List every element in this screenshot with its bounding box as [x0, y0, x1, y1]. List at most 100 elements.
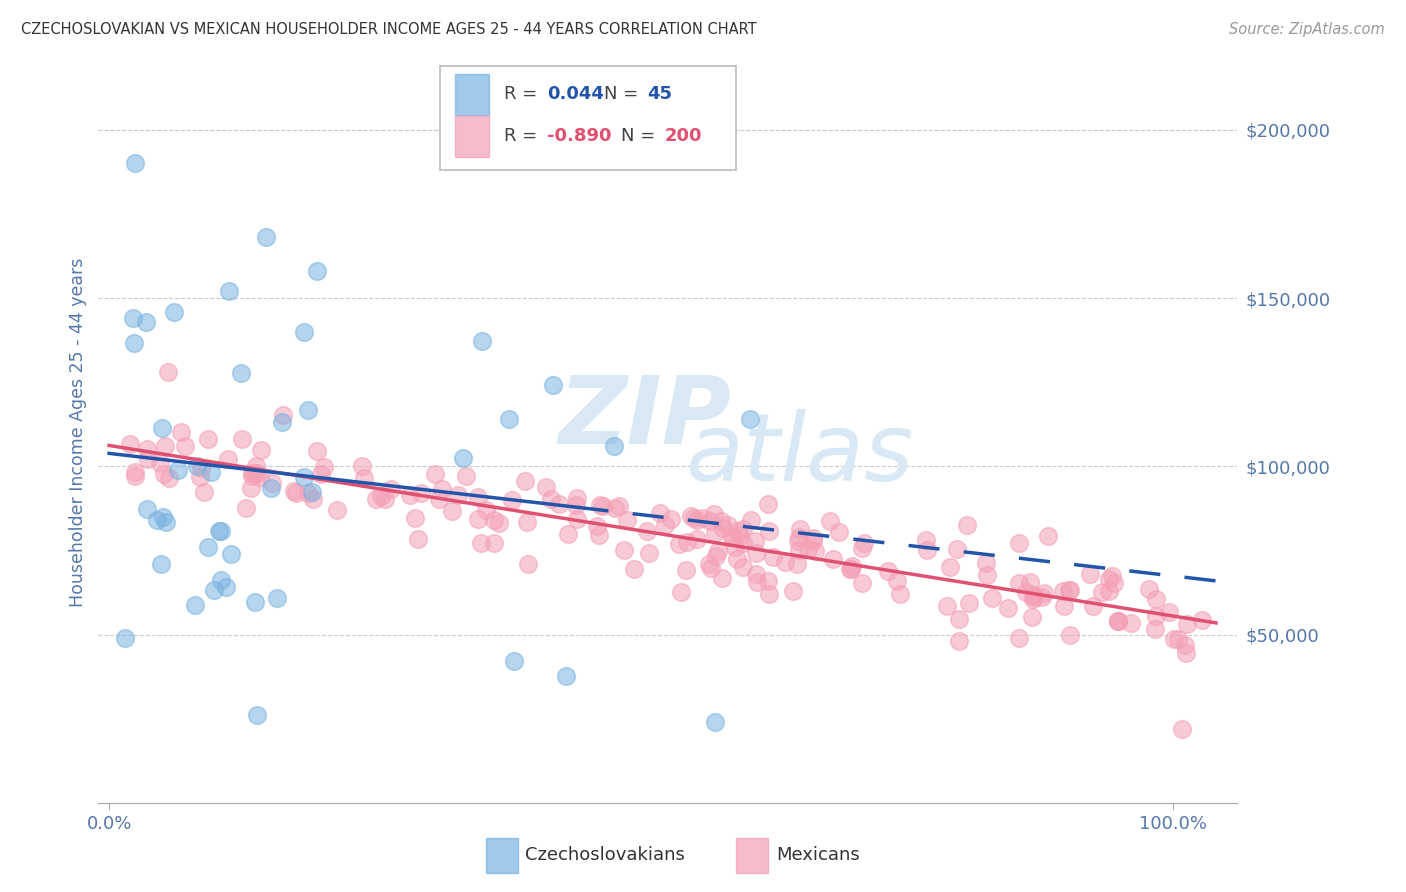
Point: [703, 507, 725, 521]
Text: Mexicans: Mexicans: [776, 846, 860, 863]
Point: [1143, 622, 1166, 636]
Point: [1015, 585, 1038, 599]
Point: [188, 470, 211, 484]
Point: [246, 708, 269, 723]
Point: [1008, 576, 1031, 591]
Point: [297, 403, 319, 417]
Point: [1091, 584, 1114, 599]
Point: [540, 491, 562, 506]
Point: [839, 562, 862, 576]
Point: [1137, 582, 1160, 596]
Point: [245, 466, 267, 480]
Point: [756, 497, 779, 511]
Text: Source: ZipAtlas.com: Source: ZipAtlas.com: [1229, 22, 1385, 37]
Point: [1022, 592, 1045, 607]
Point: [1018, 575, 1040, 590]
Point: [703, 525, 725, 540]
Point: [744, 546, 766, 560]
Point: [731, 559, 754, 574]
Point: [1144, 609, 1167, 624]
Point: [1059, 628, 1081, 642]
Point: [423, 467, 446, 481]
Point: [202, 582, 225, 597]
Point: [592, 500, 614, 514]
Y-axis label: Householder Income Ages 25 - 44 years: Householder Income Ages 25 - 44 years: [69, 258, 87, 607]
Point: [136, 452, 159, 467]
Point: [586, 518, 609, 533]
Point: [482, 535, 505, 549]
Point: [554, 669, 576, 683]
Point: [167, 463, 190, 477]
Point: [427, 491, 450, 506]
Point: [314, 459, 336, 474]
Point: [1146, 591, 1168, 606]
Point: [516, 515, 538, 529]
Point: [588, 499, 610, 513]
Point: [114, 631, 136, 645]
Point: [787, 542, 810, 557]
Point: [1057, 582, 1080, 597]
Point: [700, 560, 723, 574]
Point: [184, 599, 207, 613]
Point: [588, 528, 610, 542]
Point: [723, 530, 745, 544]
Point: [309, 467, 332, 481]
Point: [447, 488, 470, 502]
Point: [193, 484, 215, 499]
Point: [565, 491, 588, 505]
Point: [1163, 632, 1185, 646]
Point: [326, 503, 349, 517]
Point: [408, 532, 430, 546]
Point: [1107, 614, 1129, 628]
Point: [710, 571, 733, 585]
Point: [374, 492, 396, 507]
Point: [1007, 536, 1029, 550]
Point: [607, 499, 630, 513]
FancyBboxPatch shape: [737, 838, 768, 873]
Point: [1033, 586, 1056, 600]
Point: [254, 230, 277, 244]
Point: [782, 584, 804, 599]
Point: [155, 515, 177, 529]
Point: [124, 468, 146, 483]
Point: [731, 536, 754, 550]
Point: [302, 492, 325, 507]
Point: [724, 540, 747, 554]
Point: [818, 514, 841, 528]
Point: [135, 442, 157, 457]
Point: [1052, 583, 1074, 598]
Point: [946, 541, 969, 556]
Point: [731, 522, 754, 536]
Point: [1021, 610, 1043, 624]
Text: 0.044: 0.044: [547, 86, 605, 103]
Point: [157, 471, 180, 485]
Point: [245, 459, 267, 474]
Point: [1036, 529, 1059, 543]
Point: [801, 531, 824, 545]
Point: [249, 469, 271, 483]
Point: [1175, 616, 1198, 631]
Point: [404, 511, 426, 525]
Point: [773, 555, 796, 569]
Point: [399, 488, 422, 502]
Point: [467, 490, 489, 504]
Point: [841, 559, 863, 574]
Point: [721, 530, 744, 544]
Point: [292, 325, 315, 339]
Point: [471, 334, 494, 349]
Point: [197, 541, 219, 555]
Point: [488, 516, 510, 530]
Point: [1102, 576, 1125, 591]
Point: [603, 439, 626, 453]
Point: [513, 474, 536, 488]
Point: [124, 156, 146, 170]
Text: Czechoslovakians: Czechoslovakians: [526, 846, 685, 863]
Point: [565, 498, 588, 512]
Point: [197, 432, 219, 446]
Point: [567, 512, 589, 526]
Point: [380, 482, 402, 496]
Point: [305, 444, 328, 458]
Point: [474, 503, 496, 517]
Point: [914, 533, 936, 547]
Point: [1171, 722, 1194, 736]
